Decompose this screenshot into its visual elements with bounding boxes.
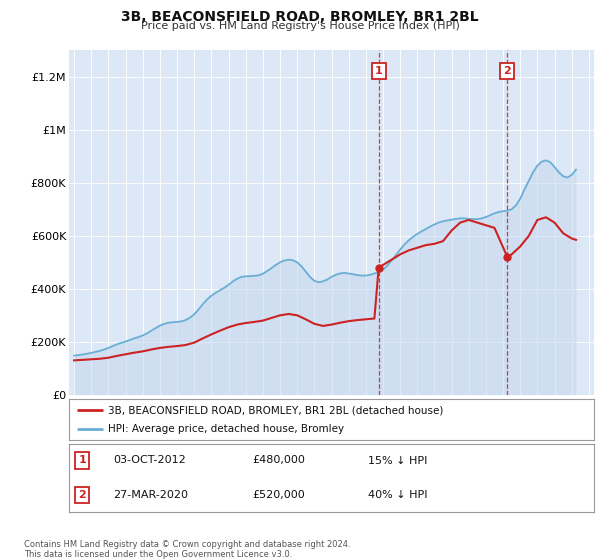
- Text: 40% ↓ HPI: 40% ↓ HPI: [368, 489, 428, 500]
- Text: 03-OCT-2012: 03-OCT-2012: [113, 455, 187, 465]
- Text: 1: 1: [78, 455, 86, 465]
- Text: 1: 1: [375, 66, 383, 76]
- Text: 3B, BEACONSFIELD ROAD, BROMLEY, BR1 2BL: 3B, BEACONSFIELD ROAD, BROMLEY, BR1 2BL: [121, 10, 479, 24]
- Text: 27-MAR-2020: 27-MAR-2020: [113, 489, 188, 500]
- Text: 2: 2: [78, 489, 86, 500]
- Text: £480,000: £480,000: [253, 455, 305, 465]
- Text: 3B, BEACONSFIELD ROAD, BROMLEY, BR1 2BL (detached house): 3B, BEACONSFIELD ROAD, BROMLEY, BR1 2BL …: [109, 405, 444, 415]
- Text: £520,000: £520,000: [253, 489, 305, 500]
- Text: Price paid vs. HM Land Registry's House Price Index (HPI): Price paid vs. HM Land Registry's House …: [140, 21, 460, 31]
- Text: Contains HM Land Registry data © Crown copyright and database right 2024.
This d: Contains HM Land Registry data © Crown c…: [24, 540, 350, 559]
- Text: 15% ↓ HPI: 15% ↓ HPI: [368, 455, 428, 465]
- Text: HPI: Average price, detached house, Bromley: HPI: Average price, detached house, Brom…: [109, 424, 344, 435]
- Text: 2: 2: [503, 66, 511, 76]
